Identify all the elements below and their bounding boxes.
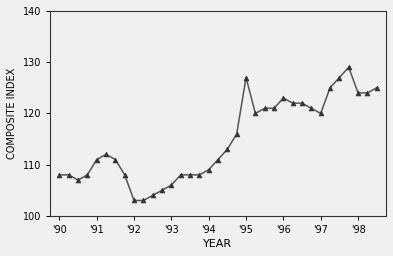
Y-axis label: COMPOSITE INDEX: COMPOSITE INDEX: [7, 68, 17, 159]
X-axis label: YEAR: YEAR: [204, 239, 233, 249]
